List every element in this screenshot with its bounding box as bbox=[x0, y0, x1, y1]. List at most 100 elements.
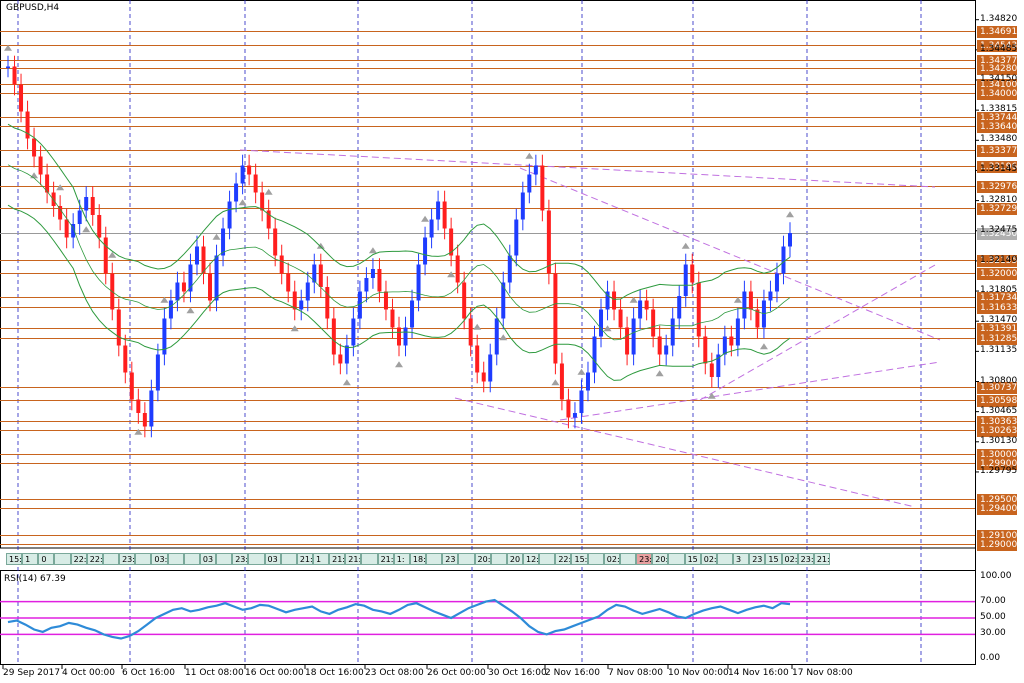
time-box: 0 bbox=[38, 553, 55, 565]
price-axis-tick-label: 1.33480 bbox=[980, 134, 1018, 145]
fractal-arrow bbox=[4, 44, 12, 51]
candle-body bbox=[572, 413, 577, 418]
time-box: 1 bbox=[312, 553, 330, 565]
bollinger-band bbox=[7, 204, 791, 381]
candle-body bbox=[533, 165, 538, 175]
fractal-arrow bbox=[395, 361, 403, 368]
time-box: 20: bbox=[652, 553, 669, 565]
candle-body bbox=[103, 237, 108, 274]
time-box bbox=[539, 553, 556, 565]
candle-body bbox=[175, 282, 180, 301]
trend-line bbox=[239, 149, 936, 188]
candle-body bbox=[475, 345, 480, 373]
candle-body bbox=[612, 291, 617, 310]
price-axis-tick-label: 1.32475 bbox=[980, 224, 1018, 235]
rsi-axis-tick-label: 100.00 bbox=[980, 571, 1012, 581]
price-axis-tick-label: 1.32140 bbox=[980, 254, 1018, 265]
fractal-arrow bbox=[655, 370, 664, 377]
time-box: 23 bbox=[749, 553, 766, 565]
price-level-tag: 1.31285 bbox=[977, 332, 1017, 345]
time-box: 3 bbox=[733, 553, 750, 565]
candle-body bbox=[142, 413, 147, 427]
time-box bbox=[587, 553, 604, 565]
candle-body bbox=[383, 291, 388, 310]
price-axis-tick-label: 1.30465 bbox=[980, 405, 1018, 416]
candle-body bbox=[585, 372, 590, 391]
candle-body bbox=[260, 192, 265, 211]
candle-body bbox=[38, 156, 43, 175]
x-axis-tick-label: 26 Oct 00:00 bbox=[427, 668, 486, 678]
candle-body bbox=[462, 282, 467, 319]
candle-body bbox=[716, 354, 721, 377]
time-box: 12:30 bbox=[523, 553, 540, 565]
time-box: 02: bbox=[781, 553, 798, 565]
time-box bbox=[619, 553, 637, 565]
candle-body bbox=[527, 174, 532, 193]
fractal-arrow bbox=[421, 215, 430, 222]
candle-body bbox=[579, 390, 584, 413]
candle-body bbox=[729, 336, 734, 346]
candle-body bbox=[507, 255, 512, 283]
trend-line bbox=[559, 361, 941, 421]
candle-body bbox=[312, 264, 317, 283]
price-level-tag: 1.34691 bbox=[977, 25, 1017, 38]
candle-body bbox=[305, 282, 310, 301]
rsi-axis-tick-label: 70.00 bbox=[980, 595, 1006, 606]
candle-body bbox=[677, 296, 682, 319]
price-axis-tick-label: 1.30130 bbox=[980, 435, 1018, 446]
candle-body bbox=[247, 165, 252, 175]
candle-body bbox=[540, 165, 545, 211]
candle-body bbox=[559, 363, 564, 400]
candle-body bbox=[227, 201, 232, 229]
candle-body bbox=[781, 246, 786, 274]
candle-body bbox=[149, 390, 154, 427]
candle-body bbox=[722, 336, 727, 355]
x-axis-tick-label: 30 Oct 16:00 bbox=[488, 668, 547, 678]
candle-body bbox=[494, 318, 499, 355]
x-axis-tick-label: 11 Oct 08:00 bbox=[185, 668, 244, 678]
fractal-arrow bbox=[108, 251, 117, 258]
candle-body bbox=[429, 219, 434, 238]
time-box bbox=[458, 553, 475, 565]
fractal-arrow bbox=[551, 379, 560, 386]
time-box bbox=[183, 553, 200, 565]
fractal-arrow bbox=[264, 188, 273, 195]
current-price-tag: 1.32450 bbox=[977, 227, 1017, 240]
x-axis-tick-label: 7 Nov 08:00 bbox=[608, 668, 663, 678]
time-box: 21:00 bbox=[345, 553, 362, 565]
candle-body bbox=[188, 264, 193, 292]
fractal-arrow bbox=[603, 325, 612, 332]
fractal-arrow bbox=[681, 242, 690, 249]
candle-body bbox=[566, 399, 571, 418]
price-axis-tick-label: 1.31470 bbox=[980, 315, 1018, 326]
candle-body bbox=[129, 372, 134, 400]
candle-body bbox=[625, 327, 630, 355]
candle-body bbox=[234, 183, 239, 202]
time-box bbox=[102, 553, 120, 565]
candle-body bbox=[436, 201, 441, 220]
time-box: 23 bbox=[442, 553, 459, 565]
price-axis-tick-label: 1.33815 bbox=[980, 104, 1018, 115]
candle-body bbox=[488, 354, 493, 382]
price-level-tag: 1.33196 bbox=[977, 160, 1017, 173]
rsi-label: RSI(14) 67.39 bbox=[4, 574, 66, 584]
fractal-arrow bbox=[82, 226, 91, 233]
price-level-tag: 1.31633 bbox=[977, 301, 1017, 314]
time-box: 22:0 bbox=[86, 553, 103, 565]
candle-body bbox=[748, 291, 753, 310]
price-level-tag: 1.32976 bbox=[977, 180, 1017, 193]
candle-body bbox=[318, 264, 323, 287]
price-level-tag: 1.29400 bbox=[977, 502, 1017, 515]
time-box: 03 bbox=[264, 553, 281, 565]
candle-body bbox=[364, 278, 369, 292]
candle-body bbox=[71, 224, 76, 238]
fractal-arrow bbox=[447, 271, 456, 278]
candle-body bbox=[32, 138, 37, 157]
rsi-axis-tick-label: 0.00 bbox=[980, 653, 1001, 663]
main-frame bbox=[0, 0, 976, 549]
fractal-arrow bbox=[56, 184, 65, 191]
candle-body bbox=[194, 246, 199, 265]
fractal-arrow bbox=[160, 296, 169, 303]
